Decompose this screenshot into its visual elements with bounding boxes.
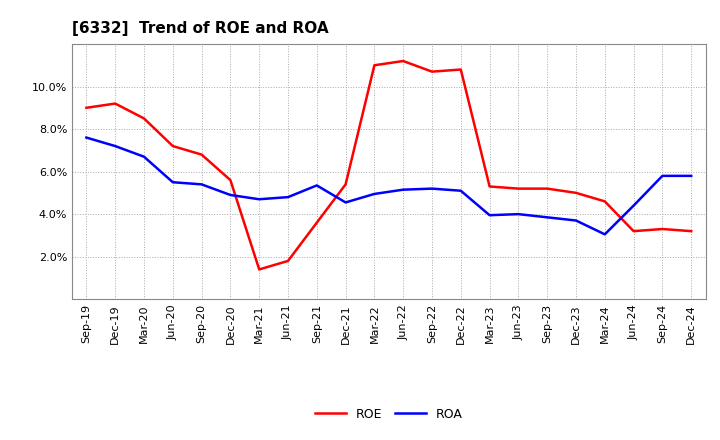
ROA	[341, 200, 350, 205]
Legend: ROE, ROA: ROE, ROA	[310, 403, 468, 425]
ROE	[341, 182, 350, 187]
ROE	[197, 152, 206, 157]
ROA	[140, 154, 148, 159]
ROA	[197, 182, 206, 187]
Line: ROA: ROA	[86, 138, 691, 235]
Line: ROE: ROE	[86, 61, 691, 269]
ROE	[485, 184, 494, 189]
ROA	[312, 183, 321, 188]
ROE	[687, 228, 696, 234]
ROE	[284, 258, 292, 264]
ROA	[543, 215, 552, 220]
ROA	[168, 180, 177, 185]
ROE	[514, 186, 523, 191]
ROE	[140, 116, 148, 121]
ROE	[226, 177, 235, 183]
ROA	[658, 173, 667, 179]
ROE	[572, 190, 580, 195]
ROA	[572, 218, 580, 223]
ROE	[111, 101, 120, 106]
ROE	[255, 267, 264, 272]
ROE	[399, 59, 408, 64]
ROA	[629, 203, 638, 208]
ROE	[312, 220, 321, 225]
ROE	[629, 228, 638, 234]
ROA	[284, 194, 292, 200]
ROA	[485, 213, 494, 218]
ROE	[543, 186, 552, 191]
ROA	[370, 191, 379, 197]
ROA	[687, 173, 696, 179]
ROA	[82, 135, 91, 140]
ROA	[514, 212, 523, 217]
ROA	[600, 232, 609, 237]
ROE	[600, 199, 609, 204]
ROA	[255, 197, 264, 202]
ROE	[658, 226, 667, 231]
ROE	[82, 105, 91, 110]
Text: [6332]  Trend of ROE and ROA: [6332] Trend of ROE and ROA	[72, 21, 328, 36]
ROE	[370, 62, 379, 68]
ROE	[168, 143, 177, 149]
ROA	[226, 192, 235, 198]
ROA	[399, 187, 408, 192]
ROE	[456, 67, 465, 72]
ROA	[456, 188, 465, 194]
ROA	[111, 143, 120, 149]
ROA	[428, 186, 436, 191]
ROE	[428, 69, 436, 74]
